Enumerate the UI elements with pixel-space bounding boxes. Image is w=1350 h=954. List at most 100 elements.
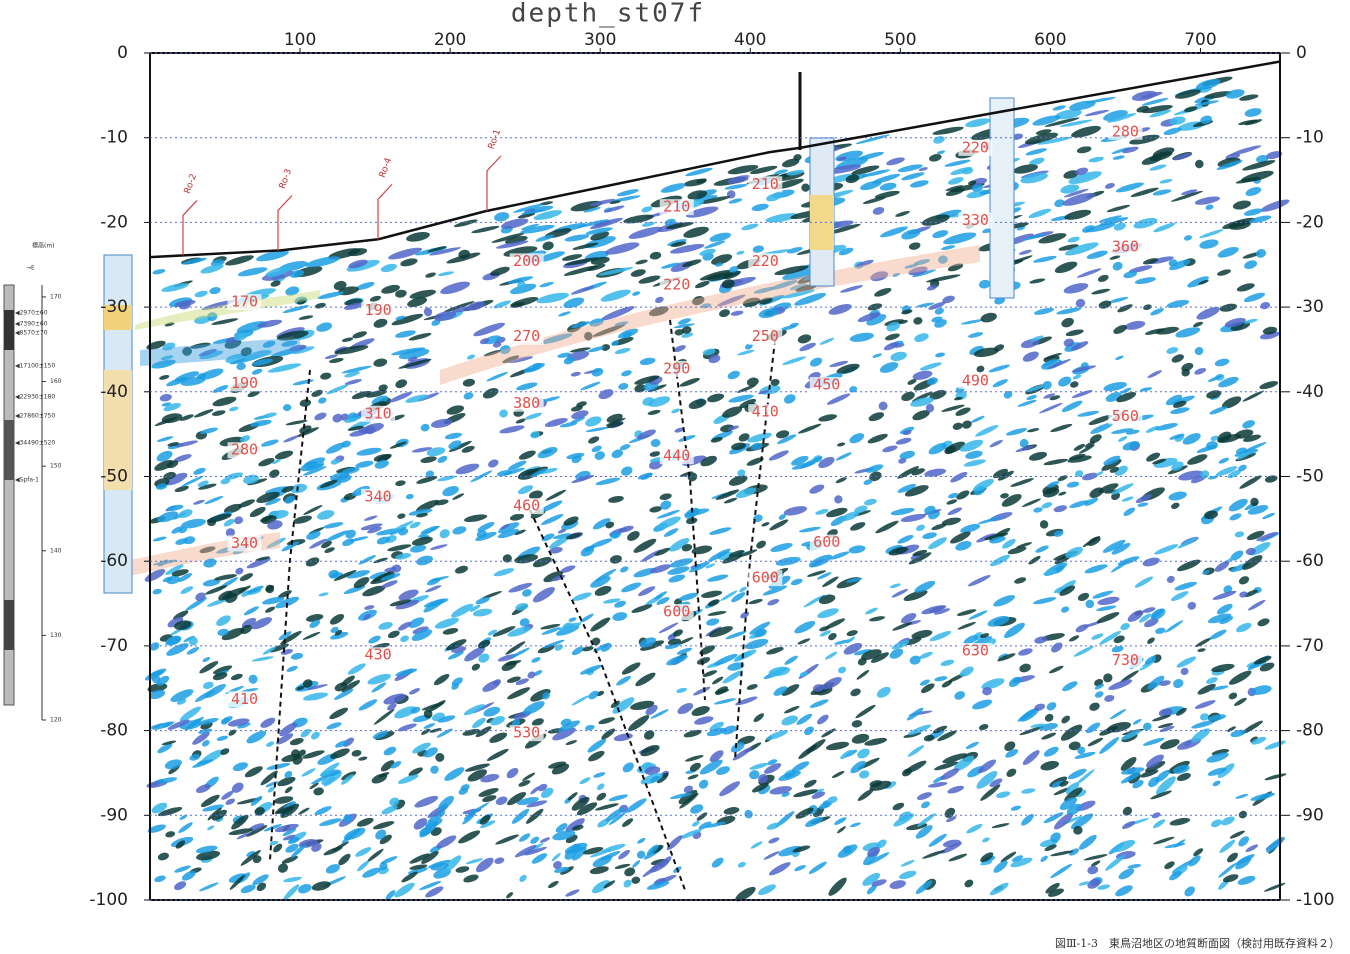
velocity-label-bg [659,448,694,465]
reflection [217,628,229,636]
reflection [682,259,702,267]
velocity-label: 310 [365,404,392,422]
reflection [706,618,720,626]
reflection [234,516,244,525]
reflection [897,164,923,173]
reflection [1234,697,1247,706]
reflection [1217,434,1242,443]
reflection [941,245,956,250]
reflection [240,347,252,357]
reflection [531,853,548,864]
reflection [1058,244,1079,251]
reflection [507,276,534,284]
reflection [260,717,276,728]
reflection [1144,655,1156,665]
reflection [206,513,232,523]
reflection [728,425,740,431]
reflection [1052,105,1066,111]
reflection [523,701,545,715]
reflection [416,499,440,512]
reflection [1209,406,1228,415]
reflection [1043,393,1056,399]
reflection [1122,806,1133,816]
reflection [1120,756,1137,771]
reflection [994,296,1006,305]
reflection [737,349,755,356]
reflection [1155,776,1176,795]
reflection [1129,134,1160,145]
reflection [960,523,981,533]
reflection [821,728,836,738]
reflection [1112,155,1125,160]
reflection [1262,326,1278,335]
reflection [967,575,991,587]
reflection [1173,678,1184,689]
reflection [584,331,593,341]
reflection [1078,881,1090,886]
reflection [793,789,818,798]
reflection [554,866,569,873]
reflection [706,272,734,281]
y-tick-label: -20 [100,212,128,232]
velocity-label: 560 [1112,407,1139,425]
reflection [283,876,302,883]
reflection [947,785,965,794]
reflection [828,304,852,315]
reflection [149,689,166,700]
reflection [576,802,598,816]
reflection [1250,497,1259,507]
reflection [601,344,611,351]
reflection [163,403,181,412]
reflection [1057,475,1068,482]
reflection [194,290,208,298]
y2-tick-label: -10 [1296,128,1324,148]
reflection [532,556,552,568]
reflection [260,439,279,447]
reflection [389,526,407,536]
reflection [251,617,272,630]
reflection [462,378,476,387]
reflection [990,554,1010,567]
reflection [1070,813,1094,830]
y2-tick-label: -40 [1296,382,1324,402]
reflection [1194,346,1204,356]
reflection [897,483,917,493]
reflection [317,291,344,300]
reflection [452,306,474,313]
reflection [385,890,396,900]
velocity-label-bg [509,498,544,515]
reflection [773,686,788,696]
reflection [395,480,406,487]
reflection [950,471,968,483]
reflection [1020,707,1040,722]
reflection [770,378,780,386]
reflection [989,778,1003,788]
reflection [202,804,224,812]
reflection [1125,429,1140,435]
reflection [380,263,397,273]
reflection [1152,189,1172,196]
reflection [699,759,723,775]
velocity-label: 220 [752,252,779,270]
reflection [562,254,583,261]
reflection [1132,779,1144,789]
reflection [826,164,862,174]
reflection [532,587,555,603]
reflection [1016,542,1033,549]
reflection [1175,327,1201,338]
reflection [749,762,769,770]
band [135,290,320,330]
reflection [596,783,605,791]
reflection [353,577,370,589]
reflection [722,406,743,418]
reflection [1073,443,1086,451]
reflection [711,254,733,265]
velocity-label: 190 [231,374,258,392]
reflection [638,586,656,597]
reflection [746,457,764,466]
reflection [199,882,219,892]
reflection [1265,151,1283,160]
reflection [996,791,1011,799]
reflection [678,789,698,805]
reflection [1219,303,1238,312]
